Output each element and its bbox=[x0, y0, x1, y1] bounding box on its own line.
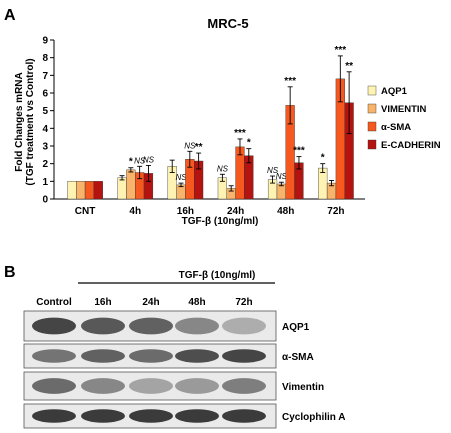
bar bbox=[76, 181, 86, 200]
significance-label: *** bbox=[234, 128, 246, 139]
y-tick-label: 2 bbox=[42, 159, 48, 170]
blot-band bbox=[222, 317, 266, 335]
y-axis-label: Fold Changes mRNA (TGF treatment vs Cont… bbox=[14, 58, 36, 185]
y-tick-label: 4 bbox=[42, 124, 48, 135]
blot-column-label: 16h bbox=[94, 297, 111, 308]
blot-row-label: Cyclophilin A bbox=[282, 412, 346, 423]
y-axis-label-line1: Fold Changes mRNA bbox=[14, 72, 25, 171]
significance-label: NS bbox=[276, 172, 288, 181]
significance-label: NS bbox=[217, 164, 229, 173]
significance-label: *** bbox=[284, 76, 296, 87]
blot-column-label: Control bbox=[36, 297, 72, 308]
significance-label: *** bbox=[334, 45, 346, 56]
bar bbox=[117, 177, 127, 200]
significance-label: *** bbox=[293, 146, 305, 157]
bar bbox=[93, 181, 103, 200]
blot-band bbox=[81, 409, 125, 423]
bar bbox=[276, 183, 286, 200]
blot-column-label: 48h bbox=[188, 297, 205, 308]
x-tick-label: 4h bbox=[129, 206, 141, 217]
y-axis-label-line2: (TGF treatment vs Control) bbox=[25, 58, 36, 185]
blot-band bbox=[129, 409, 173, 423]
blot-band bbox=[175, 378, 219, 394]
x-tick-label: 48h bbox=[277, 206, 294, 217]
x-tick-label: 24h bbox=[227, 206, 244, 217]
western-blot: Control 16h 24h 48h 72h AQP1 α-SMA Vimentin Cycl… bbox=[23, 297, 346, 429]
blot-band bbox=[129, 378, 173, 394]
significance-label: ** bbox=[195, 142, 203, 153]
blot-band bbox=[222, 378, 266, 394]
blot-band bbox=[32, 349, 76, 363]
y-tick-label: 7 bbox=[42, 71, 48, 82]
blot-band bbox=[81, 378, 125, 394]
legend-swatch bbox=[367, 139, 377, 150]
x-tick-label: 72h bbox=[327, 206, 344, 217]
y-tick-label: 8 bbox=[42, 53, 48, 64]
y-tick-label: 9 bbox=[42, 36, 48, 47]
significance-label: * bbox=[247, 138, 251, 149]
bar bbox=[126, 169, 136, 200]
blot-band bbox=[222, 349, 266, 363]
blot-treatment-label: TGF-β (10ng/ml) bbox=[179, 270, 256, 281]
y-tick-label: 3 bbox=[42, 142, 48, 153]
legend-swatch bbox=[367, 121, 377, 132]
legend-label: VIMENTIN bbox=[381, 104, 427, 115]
legend: AQP1 VIMENTIN α-SMA E-CADHERIN bbox=[367, 85, 441, 151]
blot-band bbox=[175, 317, 219, 335]
bar bbox=[84, 181, 95, 200]
blot-column-label: 24h bbox=[142, 297, 159, 308]
significance-label: NS bbox=[184, 141, 196, 150]
significance-label: NS bbox=[267, 166, 279, 175]
significance-label: * bbox=[321, 153, 325, 164]
chart-title: MRC-5 bbox=[207, 16, 248, 31]
blot-row-label: α-SMA bbox=[282, 352, 314, 363]
legend-label: AQP1 bbox=[381, 86, 408, 97]
blot-band bbox=[129, 349, 173, 363]
legend-label: E-CADHERIN bbox=[381, 140, 441, 151]
panel-label-b: B bbox=[4, 264, 16, 281]
y-tick-label: 0 bbox=[42, 195, 48, 206]
blot-band bbox=[175, 349, 219, 363]
x-tick-label: 16h bbox=[177, 206, 194, 217]
blot-band bbox=[32, 378, 76, 394]
blot-band bbox=[129, 317, 173, 335]
significance-label: ** bbox=[345, 61, 353, 72]
blot-row-label: Vimentin bbox=[282, 382, 324, 393]
blot-band bbox=[81, 317, 125, 335]
blot-band bbox=[222, 409, 266, 423]
blot-band bbox=[32, 409, 76, 423]
legend-swatch bbox=[367, 85, 377, 96]
significance-label: NS bbox=[134, 156, 146, 165]
blot-column-label: 72h bbox=[235, 297, 252, 308]
significance-label: NS bbox=[175, 173, 187, 182]
bar bbox=[67, 181, 77, 200]
y-tick-label: 1 bbox=[42, 177, 48, 188]
blot-row-label: AQP1 bbox=[282, 322, 310, 333]
blot-band bbox=[175, 409, 219, 423]
x-tick-label: CNT bbox=[75, 206, 96, 217]
legend-swatch bbox=[367, 103, 377, 114]
blot-band bbox=[81, 349, 125, 363]
x-axis-label: TGF-β (10ng/ml) bbox=[182, 216, 259, 227]
y-tick-label: 6 bbox=[42, 89, 48, 100]
significance-label: NS bbox=[143, 155, 155, 164]
panel-label-a: A bbox=[4, 7, 16, 24]
legend-label: α-SMA bbox=[381, 122, 411, 133]
y-tick-label: 5 bbox=[42, 106, 48, 117]
blot-band bbox=[32, 317, 76, 335]
significance-label: * bbox=[129, 157, 133, 168]
